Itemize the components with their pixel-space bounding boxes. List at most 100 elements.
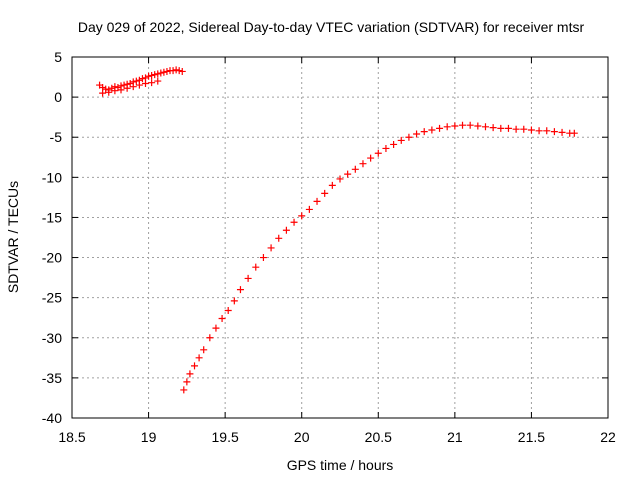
y-tick-label: -40 [42, 410, 62, 426]
data-point [382, 144, 390, 152]
data-point [390, 140, 398, 148]
data-point [405, 133, 413, 141]
data-point [195, 354, 203, 362]
data-points [96, 66, 578, 394]
data-point [102, 85, 110, 93]
data-point [163, 67, 171, 75]
data-point [420, 128, 428, 136]
x-tick-label: 19 [141, 429, 157, 445]
x-tick-label: 22 [600, 429, 616, 445]
data-point [148, 79, 156, 87]
data-point [120, 81, 128, 89]
data-point [570, 129, 578, 137]
data-point [282, 226, 290, 234]
data-point [138, 75, 146, 83]
data-point [154, 77, 162, 85]
data-point [117, 86, 125, 94]
data-point [123, 84, 131, 92]
data-point [535, 127, 543, 135]
data-point [275, 234, 283, 242]
y-tick-label: -30 [42, 330, 62, 346]
data-point [148, 71, 156, 79]
y-tick-label: -35 [42, 370, 62, 386]
data-point [99, 89, 107, 97]
data-point [160, 68, 168, 76]
data-point [224, 307, 232, 315]
data-point [344, 170, 352, 178]
data-point [359, 160, 367, 168]
data-point [267, 244, 275, 252]
x-axis-label: GPS time / hours [287, 457, 394, 473]
data-point [336, 175, 344, 183]
data-point [175, 67, 183, 75]
grid [72, 57, 608, 418]
series-segment-main [180, 121, 578, 394]
data-point [129, 83, 137, 91]
data-point [520, 125, 528, 133]
data-point [497, 124, 505, 132]
y-tick-label: -10 [42, 169, 62, 185]
data-point [474, 122, 482, 130]
data-point [206, 334, 214, 342]
plot-frame [71, 56, 609, 419]
data-point [413, 130, 421, 138]
data-point [397, 136, 405, 144]
x-tick-labels: 18.5 19 19.5 20 20.5 21 21.5 22 [58, 429, 616, 445]
data-point [169, 67, 177, 75]
data-point [351, 165, 359, 173]
data-point [236, 286, 244, 294]
data-point [157, 69, 165, 77]
data-point [172, 66, 180, 74]
data-point [451, 122, 459, 130]
data-point [252, 263, 260, 271]
data-point [218, 315, 226, 323]
data-point [527, 126, 535, 134]
x-tick-label: 18.5 [58, 429, 85, 445]
data-point [512, 125, 520, 133]
series-segment-early-lower [99, 77, 162, 97]
data-point [290, 218, 298, 226]
data-point [443, 123, 451, 131]
y-axis-label: SDTVAR / TECUs [5, 181, 21, 293]
data-point [230, 297, 238, 305]
x-tick-label: 21 [447, 429, 463, 445]
data-point [178, 67, 186, 75]
data-point [191, 362, 199, 370]
data-point [259, 254, 267, 262]
y-tick-label: -25 [42, 290, 62, 306]
y-tick-label: -5 [50, 129, 63, 145]
data-point [135, 81, 143, 89]
data-point [374, 149, 382, 157]
data-point [151, 71, 159, 79]
y-tick-label: 5 [54, 49, 62, 65]
data-point [244, 274, 252, 282]
data-point [436, 124, 444, 132]
data-point [305, 205, 313, 213]
data-point [321, 189, 329, 197]
data-point [145, 72, 153, 80]
data-point [550, 128, 558, 136]
data-point [200, 346, 208, 354]
data-point [105, 88, 113, 96]
data-point [180, 386, 188, 394]
series-segment-early [96, 66, 186, 94]
data-point [142, 79, 150, 87]
x-tick-label: 20.5 [365, 429, 392, 445]
data-point [558, 128, 566, 136]
data-point [186, 370, 194, 378]
data-point [126, 79, 134, 87]
data-point [428, 126, 436, 134]
data-point [313, 197, 321, 205]
axis-ticks [71, 56, 609, 419]
data-point [111, 87, 119, 95]
x-tick-label: 21.5 [518, 429, 545, 445]
data-point [481, 123, 489, 131]
y-tick-label: -20 [42, 250, 62, 266]
data-point [489, 124, 497, 132]
data-point [367, 154, 375, 162]
data-point [212, 324, 220, 332]
data-point [459, 121, 467, 129]
data-point [504, 124, 512, 132]
data-point [543, 127, 551, 135]
